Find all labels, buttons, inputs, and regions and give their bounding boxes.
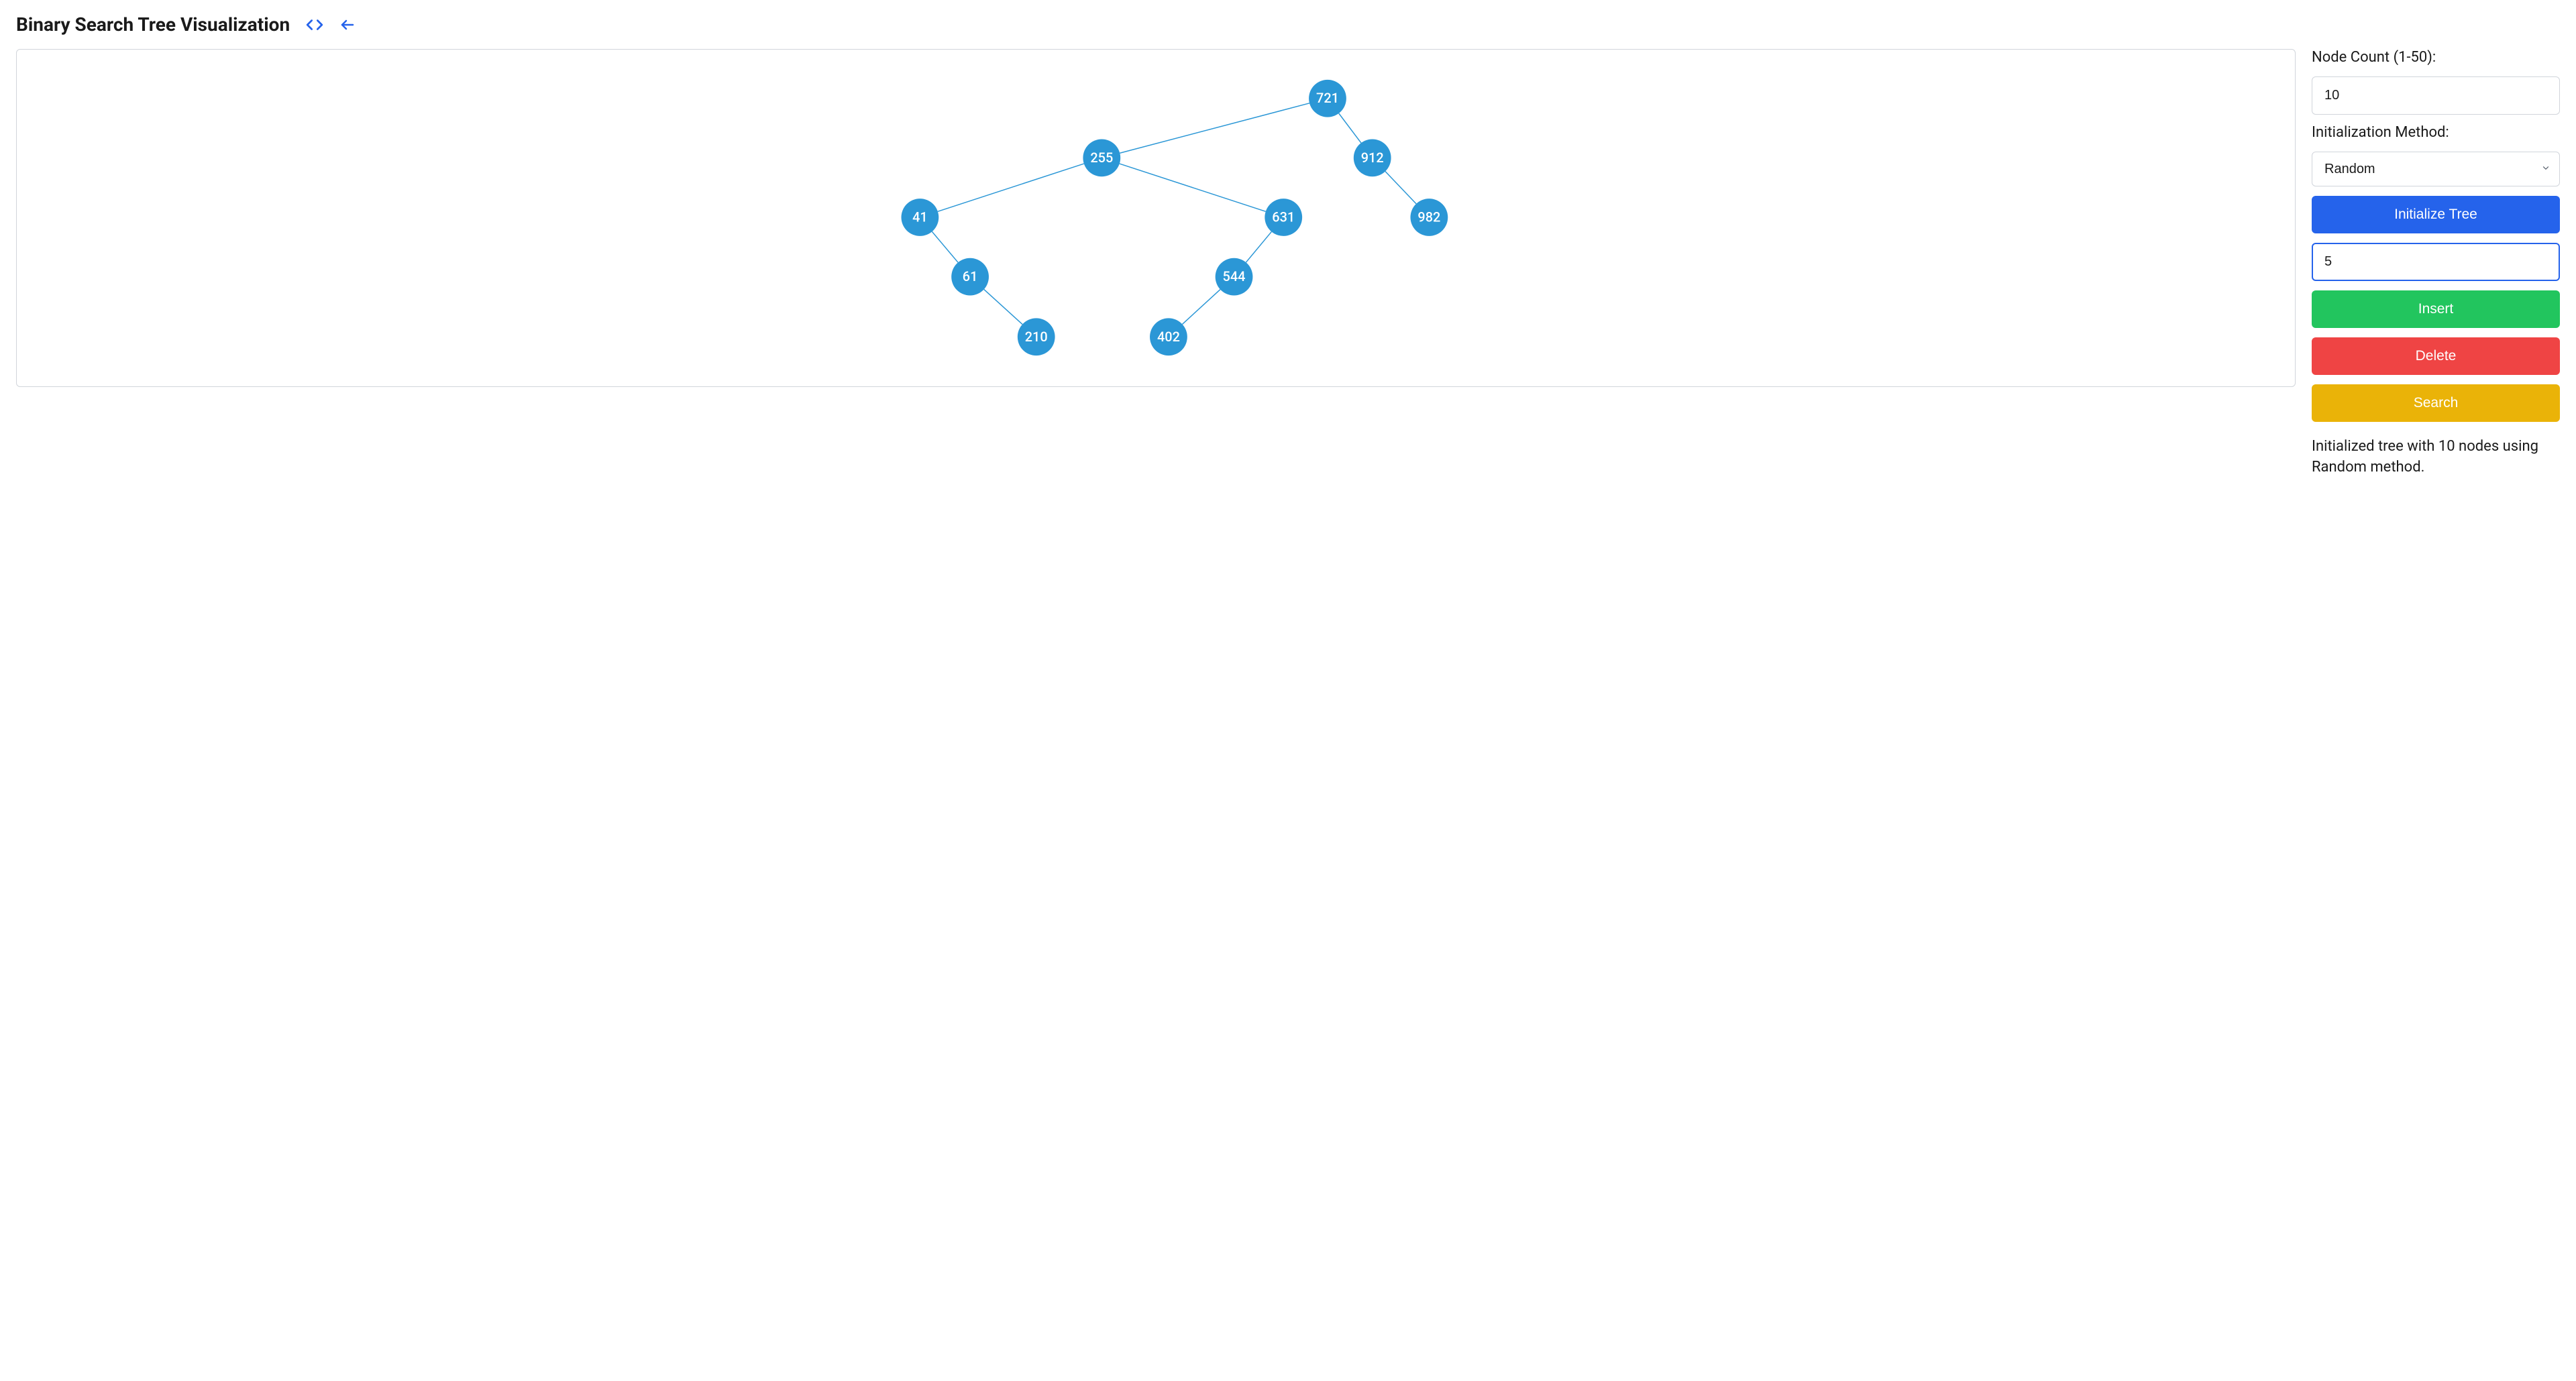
- tree-node: 61: [951, 258, 989, 296]
- initialize-tree-button[interactable]: Initialize Tree: [2312, 196, 2560, 233]
- tree-node-label: 544: [1223, 269, 1246, 284]
- controls-panel: Node Count (1-50): Initialization Method…: [2312, 49, 2560, 478]
- search-button[interactable]: Search: [2312, 384, 2560, 422]
- tree-node-label: 982: [1417, 210, 1440, 225]
- tree-node-label: 41: [912, 210, 928, 225]
- delete-button[interactable]: Delete: [2312, 337, 2560, 375]
- back-arrow-icon[interactable]: [339, 17, 356, 33]
- tree-node: 402: [1150, 318, 1187, 355]
- tree-node-label: 210: [1025, 329, 1048, 345]
- page-title: Binary Search Tree Visualization: [16, 13, 290, 36]
- node-count-input[interactable]: [2312, 76, 2560, 115]
- tree-node: 721: [1309, 80, 1346, 117]
- tree-node: 210: [1018, 318, 1055, 355]
- status-message: Initialized tree with 10 nodes using Ran…: [2312, 437, 2560, 478]
- main-layout: 721 255 912 41 631 982 61 544 210 402 Node Count …: [16, 49, 2560, 478]
- init-method-select[interactable]: Random: [2312, 152, 2560, 186]
- tree-node: 544: [1216, 258, 1253, 296]
- init-method-label: Initialization Method:: [2312, 124, 2560, 141]
- tree-node: 631: [1265, 199, 1302, 236]
- tree-edge: [1385, 172, 1416, 204]
- tree-edge: [938, 164, 1084, 211]
- code-icon[interactable]: [306, 16, 323, 34]
- tree-node-label: 255: [1090, 150, 1113, 166]
- tree-node: 255: [1083, 139, 1120, 176]
- tree-edge: [1246, 231, 1271, 262]
- tree-node-label: 912: [1361, 150, 1384, 166]
- tree-node: 41: [902, 199, 939, 236]
- tree-edge: [1182, 290, 1220, 325]
- tree-edge: [932, 231, 958, 262]
- tree-edge: [1120, 164, 1266, 211]
- tree-svg: 721 255 912 41 631 982 61 544 210 402: [17, 50, 2295, 386]
- init-method-select-wrapper: Random: [2312, 152, 2560, 186]
- tree-node-label: 61: [963, 269, 978, 284]
- value-input[interactable]: [2312, 243, 2560, 281]
- insert-button[interactable]: Insert: [2312, 290, 2560, 328]
- tree-edge: [984, 289, 1022, 324]
- tree-canvas-panel: 721 255 912 41 631 982 61 544 210 402: [16, 49, 2296, 387]
- tree-node-label: 721: [1316, 91, 1339, 106]
- tree-edge: [1339, 113, 1361, 143]
- node-count-label: Node Count (1-50):: [2312, 49, 2560, 66]
- tree-node-label: 631: [1272, 210, 1295, 225]
- header-bar: Binary Search Tree Visualization: [16, 13, 2560, 36]
- tree-node-label: 402: [1157, 329, 1180, 345]
- tree-node: 912: [1354, 139, 1391, 176]
- tree-node: 982: [1410, 199, 1448, 236]
- tree-edge: [1120, 103, 1309, 153]
